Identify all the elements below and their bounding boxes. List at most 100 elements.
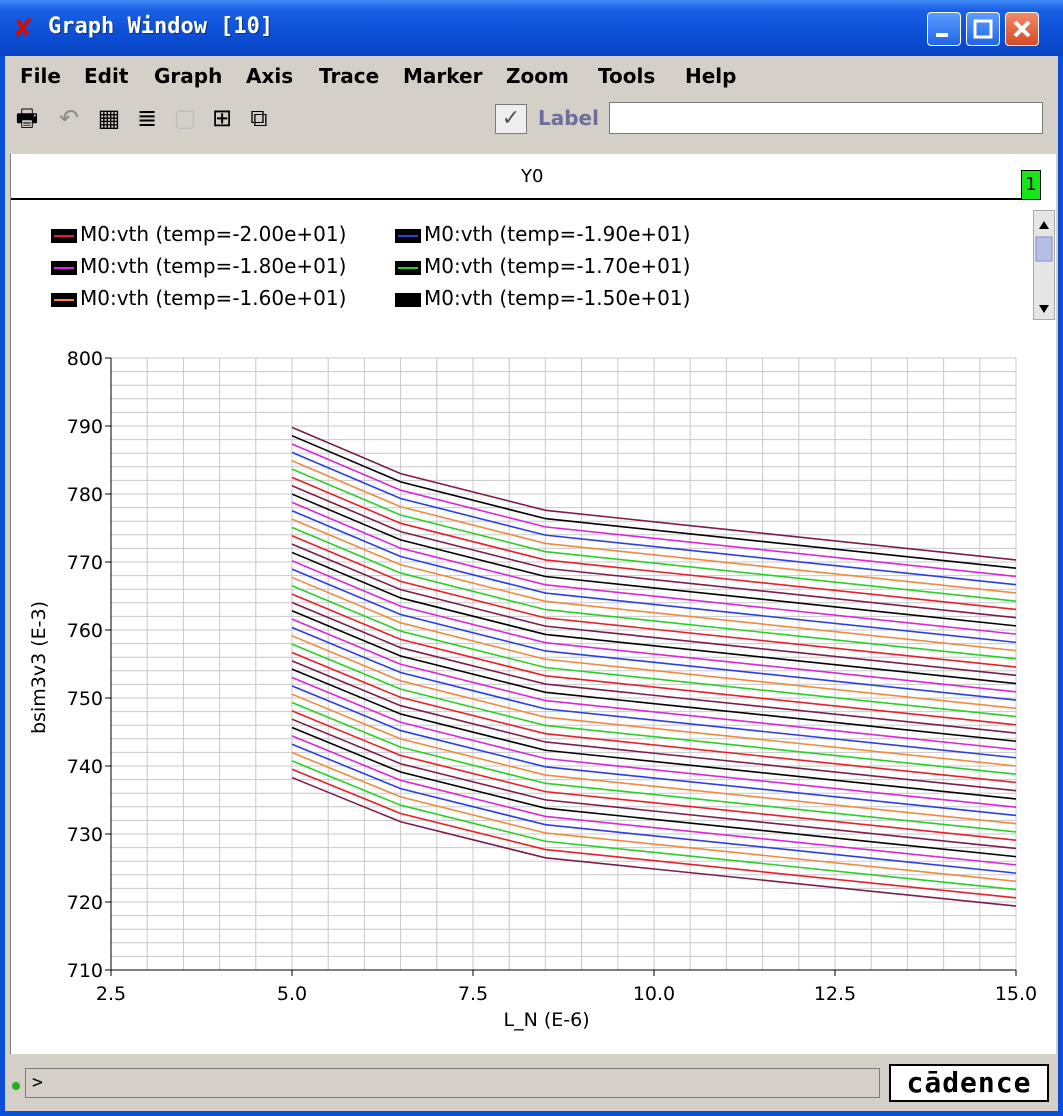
x-tick-label: 10.0 — [633, 983, 675, 1005]
series-line — [291, 618, 1017, 751]
menu-graph[interactable]: Graph — [154, 64, 223, 88]
legend-item: M0:vth (temp=-2.00e+01) — [51, 222, 346, 246]
series-line — [291, 660, 1017, 792]
maximize-button[interactable] — [966, 12, 1000, 46]
toolbar: 🖶 ↶ ▦ ≣ ▢ ⊞ ⧉ ✓ Label — [5, 96, 1058, 144]
plot-area[interactable]: 2.5 5.0 7.5 10.0 12.5 15.0 710 720 730 740 750 760 7… — [11, 154, 1056, 1054]
series-line — [291, 434, 1017, 569]
series-line — [291, 635, 1017, 767]
window-title: Graph Window [10] — [48, 14, 274, 39]
legend-item: M0:vth (temp=-1.70e+01) — [395, 254, 690, 278]
legend-label: M0:vth (temp=-1.80e+01) — [80, 254, 347, 278]
label-checkbox[interactable]: ✓ — [495, 104, 527, 134]
legend-swatch — [51, 260, 77, 275]
x-tick-label: 2.5 — [96, 983, 126, 1005]
series-line — [291, 535, 1017, 668]
undo-icon[interactable]: ↶ — [58, 104, 80, 132]
legend-item: M0:vth (temp=-1.90e+01) — [395, 222, 690, 246]
legend-item: M0:vth (temp=-1.60e+01) — [51, 286, 346, 310]
y-tick-label: 770 — [67, 552, 103, 574]
legend-label: M0:vth (temp=-1.90e+01) — [424, 222, 691, 246]
status-bar: > cādence — [5, 1060, 1058, 1106]
y-tick-label: 800 — [67, 348, 103, 370]
graph-header: Y0 — [521, 166, 544, 187]
x-axis-label: L_N (E-6) — [504, 1009, 590, 1031]
series-line — [291, 476, 1017, 611]
graph-panel: Y0 1 M0:vth (temp=-2.00e+01) M0:vth (temp… — [10, 154, 1056, 1054]
label-input[interactable] — [609, 102, 1043, 134]
series-line — [291, 751, 1017, 883]
menu-zoom[interactable]: Zoom — [506, 64, 569, 88]
list-icon[interactable]: ≣ — [136, 104, 158, 132]
minimize-icon — [936, 33, 948, 37]
series-line — [291, 601, 1017, 734]
menu-marker[interactable]: Marker — [403, 64, 483, 88]
blank-icon[interactable]: ▢ — [173, 104, 197, 132]
close-icon — [1013, 20, 1031, 38]
series-line — [291, 443, 1017, 578]
series-line — [291, 568, 1017, 701]
window-icon[interactable]: ⧉ — [250, 104, 268, 132]
x-tick-label: 12.5 — [814, 983, 856, 1005]
grid-icon[interactable]: ▦ — [97, 104, 121, 132]
close-button[interactable] — [1005, 12, 1039, 46]
series-line — [291, 510, 1017, 644]
status-indicator-icon — [12, 1082, 20, 1090]
legend-label: M0:vth (temp=-1.50e+01) — [424, 286, 691, 310]
series-line — [291, 576, 1017, 710]
legend-label: M0:vth (temp=-1.60e+01) — [80, 286, 347, 310]
y-tick-label: 740 — [67, 756, 103, 778]
series-line — [291, 685, 1017, 817]
menu-edit[interactable]: Edit — [84, 64, 129, 88]
series-line — [291, 718, 1017, 850]
series-line — [291, 735, 1017, 866]
legend-swatch — [51, 228, 77, 243]
legend-swatch — [395, 292, 421, 307]
x-tick-label: 7.5 — [458, 983, 488, 1005]
menu-bar: File Edit Graph Axis Trace Marker Zoom T… — [5, 56, 1058, 94]
minimize-button[interactable] — [927, 12, 961, 46]
graph-badge: 1 — [1021, 170, 1041, 200]
menu-axis[interactable]: Axis — [246, 64, 294, 88]
title-bar[interactable]: ✘ Graph Window [10] — [0, 0, 1063, 56]
series-line — [291, 593, 1017, 726]
series-line — [291, 651, 1017, 784]
menu-file[interactable]: File — [20, 64, 61, 88]
series-line — [291, 626, 1017, 759]
series-line — [291, 493, 1017, 627]
legend-label: M0:vth (temp=-1.70e+01) — [424, 254, 691, 278]
y-axis-label: bsim3v3 (E-3) — [28, 601, 50, 734]
cadence-logo: cādence — [889, 1064, 1049, 1102]
series-line — [291, 726, 1017, 858]
y-tick-label: 790 — [67, 416, 103, 438]
series-line — [291, 459, 1017, 594]
fit-icon[interactable]: ⊞ — [211, 104, 233, 132]
legend-swatch — [395, 228, 421, 243]
series-line — [291, 701, 1017, 833]
menu-help[interactable]: Help — [685, 64, 737, 88]
series-line — [291, 518, 1017, 652]
series-line — [291, 643, 1017, 776]
command-line[interactable]: > — [25, 1068, 880, 1098]
series-line — [291, 676, 1017, 808]
menu-tools[interactable]: Tools — [598, 64, 656, 88]
legend-scrollbar[interactable] — [1033, 210, 1055, 320]
series-line — [291, 710, 1017, 841]
y-tick-label: 730 — [67, 824, 103, 846]
y-tick-label: 720 — [67, 892, 103, 914]
y-tick-label: 780 — [67, 484, 103, 506]
series-line — [291, 526, 1017, 660]
series-line — [291, 585, 1017, 718]
app-icon: ✘ — [12, 14, 34, 44]
series-line — [291, 768, 1017, 899]
print-icon[interactable]: 🖶 — [15, 104, 39, 132]
menu-trace[interactable]: Trace — [319, 64, 380, 88]
series-line — [291, 468, 1017, 602]
legend-label: M0:vth (temp=-2.00e+01) — [80, 222, 347, 246]
scrollbar-arrows — [1035, 221, 1053, 313]
series-line — [291, 693, 1017, 825]
maximize-icon — [973, 19, 993, 39]
series-line — [291, 560, 1017, 693]
series-line — [291, 610, 1017, 743]
